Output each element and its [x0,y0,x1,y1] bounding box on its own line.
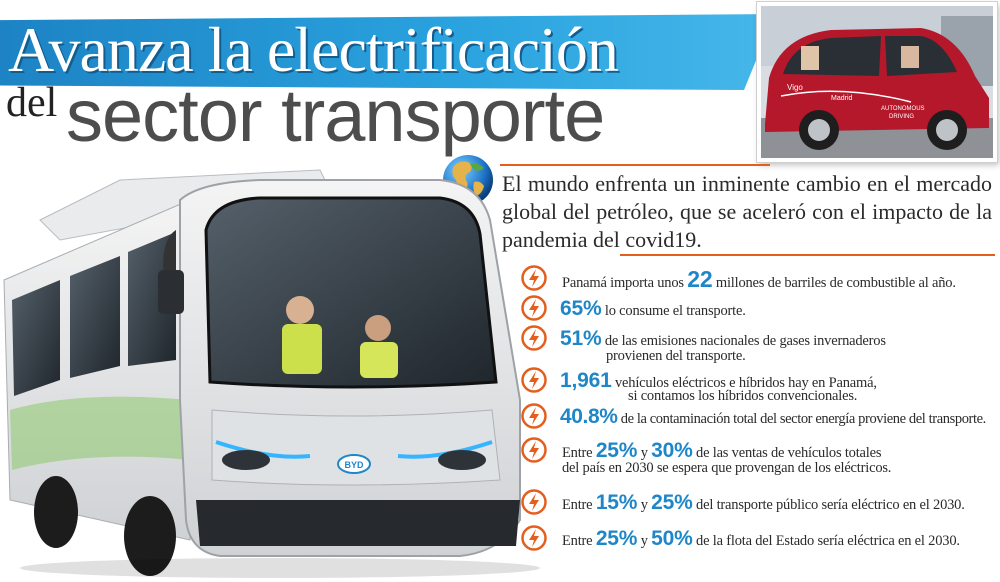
intro-top-rule [500,164,770,166]
fact-text-line-2: si contamos los híbridos convencionales. [628,388,858,404]
car-text-madrid: Madrid [831,95,853,102]
fact-body: millones de barriles de combustible al a… [712,275,956,291]
fact-text: Panamá importa unos 22 millones de barri… [562,266,956,292]
fact-prefix: Entre [562,533,596,549]
lightning-bolt-icon [521,367,547,393]
fact-number: 15% [595,491,638,514]
fact-body: vehículos eléctricos e híbridos hay en P… [611,375,877,391]
fact-body: de la flota del Estado sería eléctrica e… [692,533,960,549]
fact-text: 40.8% de la contaminación total del sect… [560,406,986,428]
fact-text: 65% lo consume el transporte. [560,298,746,320]
electric-bus-photo: BYD [3,169,540,578]
fact-body: de las ventas de vehículos totales [692,445,882,461]
lightning-bolt-icon [521,525,547,551]
fact-number-2: 30% [651,439,693,462]
fact-number: 51% [560,327,602,350]
intro-bottom-rule [620,254,995,256]
fact-number-2: 50% [651,527,693,550]
car-photo: Vigo Madrid AUTONOMOUS DRIVING [757,2,997,162]
fact-number: 25% [595,439,638,462]
lightning-bolt-icon [521,489,547,515]
lightning-bolt-icon [521,403,547,429]
fact-text: Entre 25% y 30% de las ventas de vehícul… [562,439,882,462]
fact-text: Entre 15% y 25% del transporte público s… [562,492,965,514]
fact-number: 65% [560,297,602,320]
fact-text-line-2: provienen del transporte. [606,348,746,364]
fact-number: 25% [595,527,638,550]
fact-body: de las emisiones nacionales de gases inv… [601,333,886,349]
lightning-bolt-icon [521,295,547,321]
fact-text: 51% de las emisiones nacionales de gases… [560,328,886,350]
lightning-bolt-icon [521,265,547,291]
fact-prefix: Entre [562,445,596,461]
fact-text-line-2: del país en 2030 se espera que provengan… [562,460,892,476]
fact-body: de la contaminación total del sector ene… [617,411,987,427]
title-banner [0,14,775,90]
fact-body: lo consume el transporte. [601,303,746,319]
car-text-vigo: Vigo [787,83,803,92]
car-text-driving: DRIVING [889,114,914,120]
fact-text: Entre 25% y 50% de la flota del Estado s… [562,528,960,550]
headline-line-1: Avanza la electrificación [8,14,619,85]
fact-join: y [637,445,652,461]
car-illustration: Vigo Madrid AUTONOMOUS DRIVING [761,6,993,158]
fact-join: y [637,533,652,549]
fact-number: 22 [687,266,713,292]
bus-logo-badge: BYD [344,460,364,470]
fact-body: del transporte público sería eléctrico e… [692,497,965,513]
fact-text: 1,961 vehículos eléctricos e híbridos ha… [560,370,877,392]
fact-join: y [637,497,652,513]
fact-prefix: Panamá importa unos [562,275,688,291]
fact-number: 40.8% [560,405,618,428]
fact-number: 1,961 [560,369,612,392]
fact-number-2: 25% [651,491,693,514]
lightning-bolt-icon [521,437,547,463]
intro-paragraph: El mundo enfrenta un inminente cambio en… [502,171,992,252]
headline-line-2-prefix: del [6,80,58,126]
car-text-autonomous: AUTONOMOUS [881,106,925,112]
headline-line-2: sector transporte [66,74,605,157]
lightning-bolt-icon [521,325,547,351]
fact-prefix: Entre [562,497,596,513]
